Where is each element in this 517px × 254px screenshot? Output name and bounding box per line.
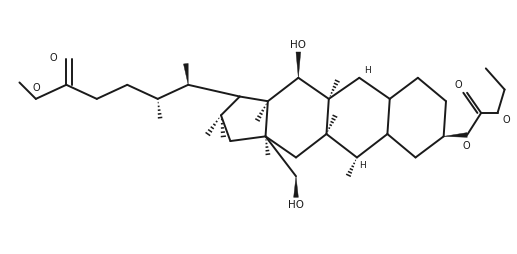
Text: H: H (359, 161, 366, 170)
Text: HO: HO (291, 40, 307, 50)
Text: HO: HO (288, 200, 304, 210)
Text: O: O (49, 53, 57, 63)
Text: O: O (502, 115, 510, 125)
Text: O: O (33, 83, 41, 93)
Text: O: O (455, 81, 462, 90)
Polygon shape (296, 52, 301, 78)
Polygon shape (184, 64, 188, 85)
Text: O: O (462, 141, 470, 151)
Text: H: H (364, 66, 371, 75)
Polygon shape (444, 133, 467, 137)
Polygon shape (294, 176, 298, 197)
